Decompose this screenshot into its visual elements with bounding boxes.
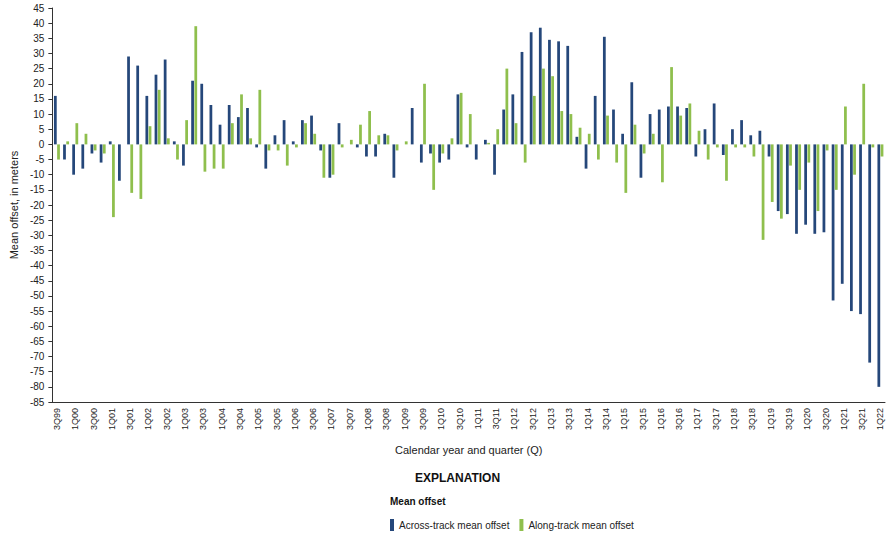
svg-text:3Q12: 3Q12 <box>528 408 538 430</box>
svg-text:1Q12: 1Q12 <box>509 408 519 430</box>
svg-text:-75: -75 <box>30 366 45 377</box>
svg-text:3Q02: 3Q02 <box>162 408 172 430</box>
svg-text:1Q05: 1Q05 <box>253 408 263 430</box>
svg-text:Mean offset, in meters: Mean offset, in meters <box>8 150 20 259</box>
svg-text:35: 35 <box>33 33 45 44</box>
svg-text:1Q04: 1Q04 <box>217 408 227 430</box>
svg-text:40: 40 <box>33 18 45 29</box>
svg-text:-20: -20 <box>30 200 45 211</box>
svg-text:30: 30 <box>33 48 45 59</box>
svg-text:1Q06: 1Q06 <box>290 408 300 430</box>
svg-text:1Q15: 1Q15 <box>619 408 629 430</box>
svg-text:-10: -10 <box>30 169 45 180</box>
svg-text:EXPLANATION: EXPLANATION <box>415 471 500 485</box>
svg-text:-50: -50 <box>30 290 45 301</box>
svg-text:1Q00: 1Q00 <box>70 408 80 430</box>
svg-text:1Q08: 1Q08 <box>363 408 373 430</box>
svg-text:1Q21: 1Q21 <box>839 408 849 430</box>
svg-text:3Q19: 3Q19 <box>784 408 794 430</box>
svg-text:3Q04: 3Q04 <box>235 408 245 430</box>
svg-text:0: 0 <box>39 139 45 150</box>
svg-text:1Q10: 1Q10 <box>436 408 446 430</box>
svg-text:-55: -55 <box>30 306 45 317</box>
svg-text:3Q17: 3Q17 <box>711 408 721 430</box>
svg-text:3Q14: 3Q14 <box>601 408 611 430</box>
svg-text:-35: -35 <box>30 245 45 256</box>
svg-text:1Q14: 1Q14 <box>583 408 593 430</box>
svg-text:-15: -15 <box>30 184 45 195</box>
svg-text:1Q20: 1Q20 <box>802 408 812 430</box>
svg-text:1Q16: 1Q16 <box>656 408 666 430</box>
svg-text:5: 5 <box>39 124 45 135</box>
svg-text:3Q16: 3Q16 <box>674 408 684 430</box>
svg-text:-5: -5 <box>35 154 44 165</box>
svg-text:3Q21: 3Q21 <box>857 408 867 430</box>
svg-text:-70: -70 <box>30 351 45 362</box>
svg-text:1Q07: 1Q07 <box>326 408 336 430</box>
svg-text:-40: -40 <box>30 260 45 271</box>
svg-text:-85: -85 <box>30 397 45 408</box>
svg-text:-60: -60 <box>30 321 45 332</box>
svg-text:1Q11: 1Q11 <box>473 408 483 429</box>
svg-text:1Q02: 1Q02 <box>143 408 153 430</box>
svg-text:3Q13: 3Q13 <box>564 408 574 430</box>
svg-text:Across-track mean offset: Across-track mean offset <box>399 520 510 531</box>
svg-text:3Q03: 3Q03 <box>198 408 208 430</box>
svg-text:3Q00: 3Q00 <box>89 408 99 430</box>
svg-text:1Q13: 1Q13 <box>546 408 556 430</box>
svg-text:3Q11: 3Q11 <box>491 408 501 429</box>
svg-text:3Q15: 3Q15 <box>638 408 648 430</box>
svg-text:15: 15 <box>33 93 45 104</box>
svg-text:20: 20 <box>33 78 45 89</box>
svg-text:Mean offset: Mean offset <box>390 496 446 507</box>
svg-text:45: 45 <box>33 3 45 14</box>
svg-text:Along-track mean offset: Along-track mean offset <box>528 520 634 531</box>
svg-text:1Q17: 1Q17 <box>692 408 702 430</box>
svg-text:3Q06: 3Q06 <box>308 408 318 430</box>
svg-text:3Q18: 3Q18 <box>747 408 757 430</box>
svg-text:1Q18: 1Q18 <box>729 408 739 430</box>
svg-text:3Q20: 3Q20 <box>821 408 831 430</box>
svg-text:10: 10 <box>33 109 45 120</box>
svg-text:3Q05: 3Q05 <box>272 408 282 430</box>
svg-text:3Q10: 3Q10 <box>455 408 465 430</box>
svg-text:1Q19: 1Q19 <box>766 408 776 430</box>
svg-text:1Q01: 1Q01 <box>107 408 117 430</box>
svg-text:3Q99: 3Q99 <box>52 408 62 430</box>
svg-text:Calendar year and quarter (Q): Calendar year and quarter (Q) <box>395 444 542 456</box>
svg-text:3Q07: 3Q07 <box>345 408 355 430</box>
svg-text:3Q01: 3Q01 <box>125 408 135 430</box>
svg-text:1Q03: 1Q03 <box>180 408 190 430</box>
svg-text:-30: -30 <box>30 230 45 241</box>
svg-text:3Q09: 3Q09 <box>418 408 428 430</box>
svg-text:-65: -65 <box>30 336 45 347</box>
svg-text:-25: -25 <box>30 215 45 226</box>
svg-text:1Q22: 1Q22 <box>875 408 885 430</box>
svg-text:-80: -80 <box>30 381 45 392</box>
svg-text:3Q08: 3Q08 <box>381 408 391 430</box>
svg-text:-45: -45 <box>30 275 45 286</box>
svg-text:1Q09: 1Q09 <box>400 408 410 430</box>
svg-text:25: 25 <box>33 63 45 74</box>
